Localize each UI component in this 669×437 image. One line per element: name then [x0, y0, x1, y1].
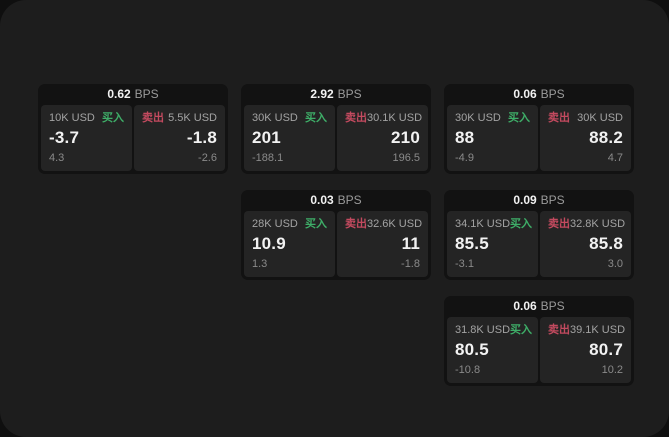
- sell-tag: 卖出: [345, 218, 367, 230]
- buy-sell-panels: 30K USD 买入 201 -188.1 卖出 30.1K USD 210 1…: [244, 105, 428, 171]
- buy-panel[interactable]: 30K USD 买入 88 -4.9: [447, 105, 538, 171]
- buy-sell-panels: 30K USD 买入 88 -4.9 卖出 30K USD 88.2 4.7: [447, 105, 631, 171]
- buy-sell-panels: 34.1K USD 买入 85.5 -3.1 卖出 32.8K USD 85.8…: [447, 211, 631, 277]
- quote-card-5: 0.09 BPS 34.1K USD 买入 85.5 -3.1 卖出 32.8K…: [444, 190, 634, 280]
- sell-amount: 5.5K USD: [168, 112, 217, 124]
- bps-unit-label: BPS: [134, 87, 159, 101]
- sell-sub-value: 3.0: [607, 258, 623, 270]
- sell-amount: 30.1K USD: [367, 112, 423, 124]
- sell-sub-value: 196.5: [392, 152, 420, 164]
- buy-value: 201: [252, 128, 281, 147]
- sell-value: 210: [391, 128, 420, 147]
- buy-sub-value: -3.1: [455, 258, 474, 270]
- quote-card-2: 2.92 BPS 30K USD 买入 201 -188.1 卖出 30.1K …: [241, 84, 431, 174]
- sell-amount: 32.6K USD: [367, 218, 423, 230]
- sell-panel[interactable]: 卖出 32.6K USD 11 -1.8: [337, 211, 428, 277]
- bps-unit-label: BPS: [540, 299, 565, 313]
- sell-sub-value: 4.7: [607, 152, 623, 164]
- buy-value: 80.5: [455, 340, 489, 359]
- sell-amount: 39.1K USD: [570, 324, 626, 336]
- buy-value: 10.9: [252, 234, 286, 253]
- buy-amount: 31.8K USD: [455, 324, 511, 336]
- bps-value: 0.06: [513, 299, 537, 313]
- bps-unit-label: BPS: [337, 193, 362, 207]
- buy-value: -3.7: [49, 128, 80, 147]
- buy-tag: 买入: [102, 112, 124, 124]
- sell-tag: 卖出: [548, 112, 570, 124]
- bps-value: 0.06: [513, 87, 537, 101]
- sell-panel[interactable]: 卖出 30K USD 88.2 4.7: [540, 105, 631, 171]
- bps-value: 0.09: [513, 193, 537, 207]
- buy-sell-panels: 31.8K USD 买入 80.5 -10.8 卖出 39.1K USD 80.…: [447, 317, 631, 383]
- sell-value: 11: [401, 234, 420, 253]
- bps-value: 2.92: [310, 87, 334, 101]
- bps-header: 0.62 BPS: [41, 84, 225, 105]
- buy-amount: 34.1K USD: [455, 218, 511, 230]
- buy-sell-panels: 10K USD 买入 -3.7 4.3 卖出 5.5K USD -1.8 -2.…: [41, 105, 225, 171]
- buy-sub-value: -188.1: [252, 152, 284, 164]
- buy-panel[interactable]: 28K USD 买入 10.9 1.3: [244, 211, 335, 277]
- buy-sub-value: -10.8: [455, 364, 481, 376]
- bps-unit-label: BPS: [540, 87, 565, 101]
- buy-amount: 10K USD: [49, 112, 95, 124]
- bps-unit-label: BPS: [540, 193, 565, 207]
- bps-value: 0.03: [310, 193, 334, 207]
- sell-sub-value: 10.2: [601, 364, 623, 376]
- sell-tag: 卖出: [548, 324, 570, 336]
- quote-card-6: 0.06 BPS 31.8K USD 买入 80.5 -10.8 卖出 39.1…: [444, 296, 634, 386]
- sell-value: 80.7: [589, 340, 623, 359]
- sell-tag: 卖出: [142, 112, 164, 124]
- quote-card-4: 0.03 BPS 28K USD 买入 10.9 1.3 卖出 32.6K US…: [241, 190, 431, 280]
- buy-tag: 买入: [510, 324, 533, 336]
- buy-amount: 30K USD: [252, 112, 298, 124]
- buy-sub-value: -4.9: [455, 152, 474, 164]
- sell-value: 85.8: [589, 234, 623, 253]
- sell-panel[interactable]: 卖出 30.1K USD 210 196.5: [337, 105, 428, 171]
- bps-header: 2.92 BPS: [244, 84, 428, 105]
- bps-header: 0.03 BPS: [244, 190, 428, 211]
- buy-value: 88: [455, 128, 475, 147]
- quote-card-3: 0.06 BPS 30K USD 买入 88 -4.9 卖出 30K USD 8…: [444, 84, 634, 174]
- buy-sub-value: 4.3: [49, 152, 65, 164]
- bps-value: 0.62: [107, 87, 131, 101]
- bps-header: 0.09 BPS: [447, 190, 631, 211]
- quote-cards-grid: 0.62 BPS 10K USD 买入 -3.7 4.3 卖出 5.5K USD…: [38, 84, 634, 386]
- buy-tag: 买入: [305, 218, 327, 230]
- sell-tag: 卖出: [345, 112, 367, 124]
- buy-panel[interactable]: 30K USD 买入 201 -188.1: [244, 105, 335, 171]
- buy-tag: 买入: [305, 112, 327, 124]
- sell-value: 88.2: [589, 128, 623, 147]
- sell-amount: 30K USD: [577, 112, 623, 124]
- bps-unit-label: BPS: [337, 87, 362, 101]
- sell-panel[interactable]: 卖出 32.8K USD 85.8 3.0: [540, 211, 631, 277]
- sell-tag: 卖出: [548, 218, 570, 230]
- buy-sub-value: 1.3: [252, 258, 268, 270]
- buy-panel[interactable]: 34.1K USD 买入 85.5 -3.1: [447, 211, 538, 277]
- buy-tag: 买入: [508, 112, 530, 124]
- sell-panel[interactable]: 卖出 5.5K USD -1.8 -2.6: [134, 105, 225, 171]
- buy-value: 85.5: [455, 234, 489, 253]
- quote-card-1: 0.62 BPS 10K USD 买入 -3.7 4.3 卖出 5.5K USD…: [38, 84, 228, 174]
- sell-amount: 32.8K USD: [570, 218, 626, 230]
- buy-tag: 买入: [510, 218, 533, 230]
- sell-panel[interactable]: 卖出 39.1K USD 80.7 10.2: [540, 317, 631, 383]
- buy-amount: 28K USD: [252, 218, 298, 230]
- sell-sub-value: -1.8: [401, 258, 420, 270]
- buy-amount: 30K USD: [455, 112, 501, 124]
- bps-header: 0.06 BPS: [447, 84, 631, 105]
- buy-sell-panels: 28K USD 买入 10.9 1.3 卖出 32.6K USD 11 -1.8: [244, 211, 428, 277]
- buy-panel[interactable]: 10K USD 买入 -3.7 4.3: [41, 105, 132, 171]
- sell-value: -1.8: [186, 128, 217, 147]
- buy-panel[interactable]: 31.8K USD 买入 80.5 -10.8: [447, 317, 538, 383]
- sell-sub-value: -2.6: [198, 152, 217, 164]
- bps-header: 0.06 BPS: [447, 296, 631, 317]
